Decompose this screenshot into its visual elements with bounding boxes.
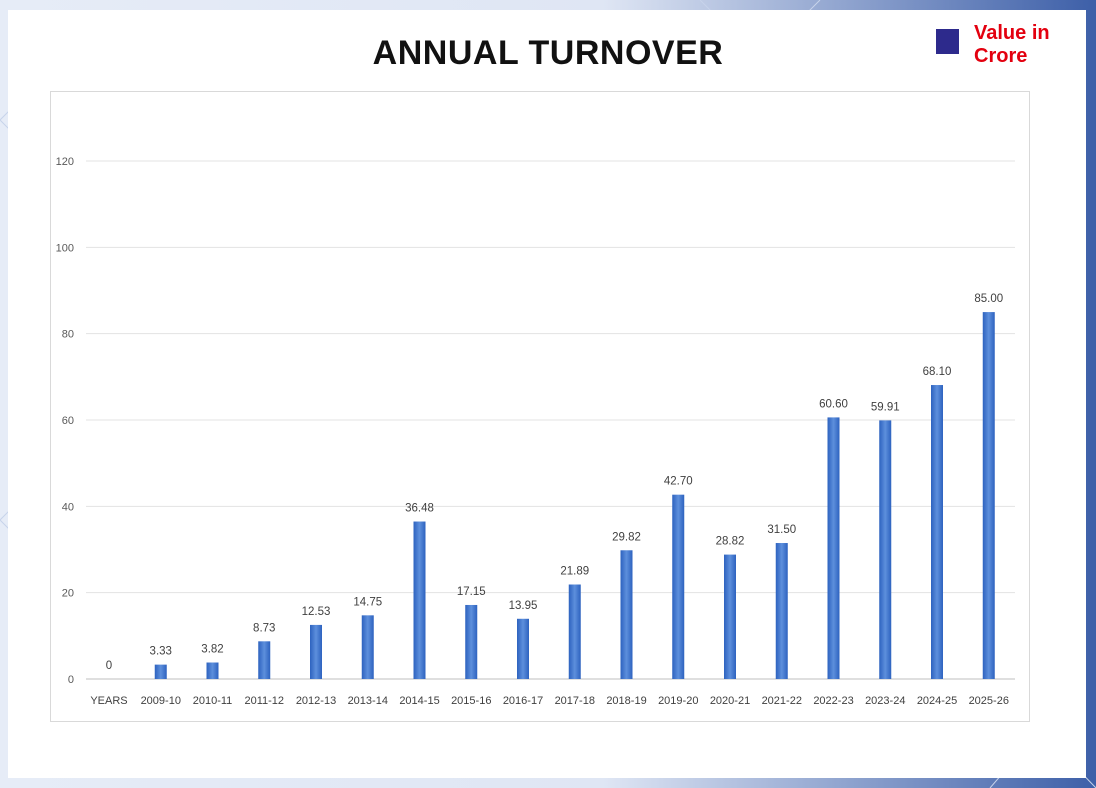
data-label: 8.73 [253, 622, 275, 634]
bar [258, 641, 271, 679]
bar [620, 550, 633, 679]
data-label: 3.82 [201, 644, 223, 656]
x-tick-label: 2010-11 [193, 695, 233, 707]
bar [465, 604, 478, 679]
x-tick-label: 2021-22 [762, 695, 802, 707]
bar [672, 494, 685, 679]
bar [724, 554, 736, 679]
data-label: 13.95 [509, 600, 538, 612]
bar [154, 664, 167, 679]
y-tick-label: 20 [62, 588, 74, 600]
data-label: 0 [106, 660, 112, 672]
y-tick-label: 80 [62, 329, 74, 341]
bar [879, 420, 892, 679]
x-tick-label: 2022-23 [813, 695, 853, 707]
x-tick-label: 2014-15 [399, 695, 439, 707]
legend-label: Value in Crore [974, 22, 1050, 67]
data-labels: 0 3.33 3.82 8.73 12.53 14.75 36.48 17.15 13.95 21… [106, 293, 1003, 672]
x-tick-label: 2012-13 [296, 695, 336, 707]
bars [154, 312, 995, 679]
x-tick-label: 2013-14 [348, 695, 388, 707]
bar [413, 521, 426, 679]
bar [982, 312, 995, 679]
legend-swatch [936, 29, 959, 54]
data-label: 36.48 [405, 503, 434, 515]
gridlines [86, 160, 1015, 680]
x-tick-label: 2011-12 [244, 695, 284, 707]
x-tick-label: 2019-20 [658, 695, 698, 707]
data-label: 59.91 [871, 401, 900, 413]
chart-title: ANNUAL TURNOVER [372, 34, 724, 72]
data-label: 12.53 [302, 606, 331, 618]
x-tick-label: 2025-26 [969, 695, 1009, 707]
x-tick-label: 2009-10 [141, 695, 181, 707]
bar [827, 417, 840, 679]
bar-chart: 0 20 40 60 80 100 120 0 3.33 3.82 8.73 12.53 14.75 3… [56, 156, 1015, 707]
x-tick-label: 2015-16 [451, 695, 491, 707]
y-tick-label: 100 [56, 242, 74, 254]
x-tick-label: 2023-24 [865, 695, 905, 707]
data-label: 21.89 [560, 566, 589, 578]
x-tick-label: 2017-18 [555, 695, 595, 707]
data-label: 17.15 [457, 586, 486, 598]
data-label: 14.75 [353, 596, 382, 608]
y-tick-label: 60 [62, 415, 74, 427]
data-label: 3.33 [150, 646, 172, 658]
y-tick-label: 120 [56, 156, 74, 168]
data-label: 28.82 [716, 536, 745, 548]
data-label: 60.60 [819, 398, 848, 410]
plot-area-frame [50, 91, 1030, 722]
x-tick-label: YEARS [90, 695, 127, 707]
y-tick-label: 0 [68, 674, 74, 686]
x-tick-label: 2018-19 [606, 695, 646, 707]
data-label: 68.10 [923, 366, 952, 378]
x-tick-label: 2024-25 [917, 695, 957, 707]
x-tick-label: 2020-21 [710, 695, 750, 707]
x-tick-label: 2016-17 [503, 695, 543, 707]
x-axis-ticks: YEARS 2009-10 2010-11 2011-12 2012-13 2013-14… [90, 695, 1009, 707]
bar [931, 385, 943, 679]
y-tick-label: 40 [62, 501, 74, 513]
data-label: 29.82 [612, 531, 641, 543]
data-label: 31.50 [767, 524, 796, 536]
bar [568, 584, 581, 679]
bar [206, 662, 219, 679]
y-axis-ticks: 0 20 40 60 80 100 120 [56, 156, 74, 686]
bar [361, 615, 374, 679]
bar [517, 618, 529, 679]
bar [310, 624, 322, 679]
bar [775, 543, 788, 679]
data-label: 85.00 [974, 293, 1003, 305]
data-label: 42.70 [664, 476, 693, 488]
